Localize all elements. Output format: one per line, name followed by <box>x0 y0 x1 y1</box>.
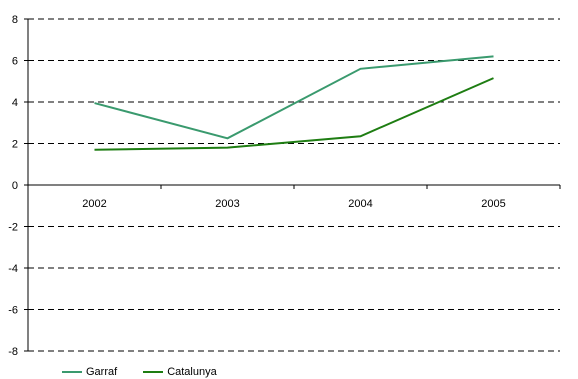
x-tick-label: 2004 <box>348 198 372 210</box>
axes <box>24 18 561 352</box>
series-lines <box>94 55 494 151</box>
x-tick-label: 2002 <box>82 198 106 210</box>
y-tick-label: 6 <box>12 56 18 68</box>
y-tick-label: 2 <box>12 139 18 151</box>
y-tick-label: 8 <box>12 14 18 26</box>
legend-label-garraf: Garraf <box>86 366 118 378</box>
series-line-catalunya <box>94 77 494 151</box>
legend-item-garraf: Garraf <box>62 366 117 378</box>
y-tick-labels: 8 6 4 2 0 -2 -4 -6 -8 <box>8 14 18 358</box>
gridlines <box>28 18 560 352</box>
legend-item-catalunya: Catalunya <box>143 366 217 378</box>
y-tick-label: 0 <box>12 180 18 192</box>
legend-label-catalunya: Catalunya <box>167 366 217 378</box>
y-tick-label: -8 <box>8 346 18 358</box>
legend: Garraf Catalunya <box>62 366 243 378</box>
x-tick-label: 2005 <box>481 198 505 210</box>
y-tick-label: -2 <box>8 222 18 234</box>
x-tick-label: 2003 <box>215 198 239 210</box>
y-tick-label: -6 <box>8 305 18 317</box>
x-tick-labels: 2002 2003 2004 2005 <box>82 198 505 210</box>
legend-swatch-catalunya <box>143 371 164 373</box>
legend-swatch-garraf <box>62 371 82 373</box>
series-line-garraf <box>94 55 494 140</box>
y-tick-label: 4 <box>12 97 18 109</box>
y-tick-label: -4 <box>8 263 18 275</box>
